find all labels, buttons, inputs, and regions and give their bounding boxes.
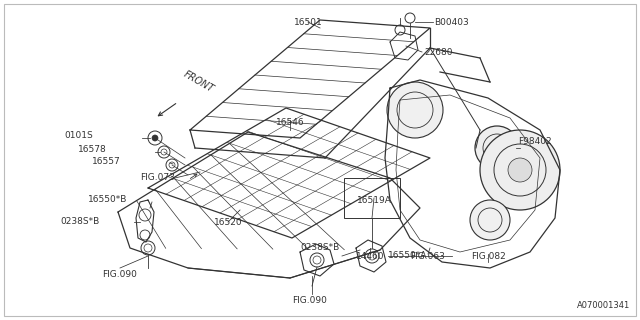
Circle shape — [387, 82, 443, 138]
Text: FRONT: FRONT — [182, 69, 216, 94]
Circle shape — [475, 126, 519, 170]
Text: 0238S*B: 0238S*B — [300, 244, 339, 252]
Text: FIG.082: FIG.082 — [470, 252, 506, 261]
Text: FIG.063: FIG.063 — [411, 252, 445, 261]
Text: 0238S*B: 0238S*B — [60, 218, 99, 227]
Text: 16578: 16578 — [78, 146, 107, 155]
Bar — [344, 178, 400, 218]
Text: 16546: 16546 — [276, 118, 304, 127]
Circle shape — [480, 130, 560, 210]
Text: A070001341: A070001341 — [577, 301, 630, 310]
Text: 16520: 16520 — [214, 218, 243, 227]
Text: FIG.090: FIG.090 — [102, 270, 138, 279]
Text: 16550*B: 16550*B — [88, 196, 127, 204]
Text: F98402: F98402 — [518, 138, 552, 147]
Text: B00403: B00403 — [434, 18, 468, 27]
Text: 16550*A: 16550*A — [388, 252, 428, 260]
Text: 16519A: 16519A — [356, 196, 392, 205]
Text: 14460: 14460 — [356, 252, 384, 261]
Circle shape — [470, 200, 510, 240]
Circle shape — [508, 158, 532, 182]
Text: 22680: 22680 — [424, 48, 452, 57]
Text: 0101S: 0101S — [64, 132, 93, 140]
Text: FIG.073: FIG.073 — [140, 173, 175, 182]
Text: FIG.090: FIG.090 — [292, 296, 328, 305]
Circle shape — [152, 135, 158, 141]
Text: 16501: 16501 — [294, 18, 323, 27]
Text: 16557: 16557 — [92, 157, 121, 166]
